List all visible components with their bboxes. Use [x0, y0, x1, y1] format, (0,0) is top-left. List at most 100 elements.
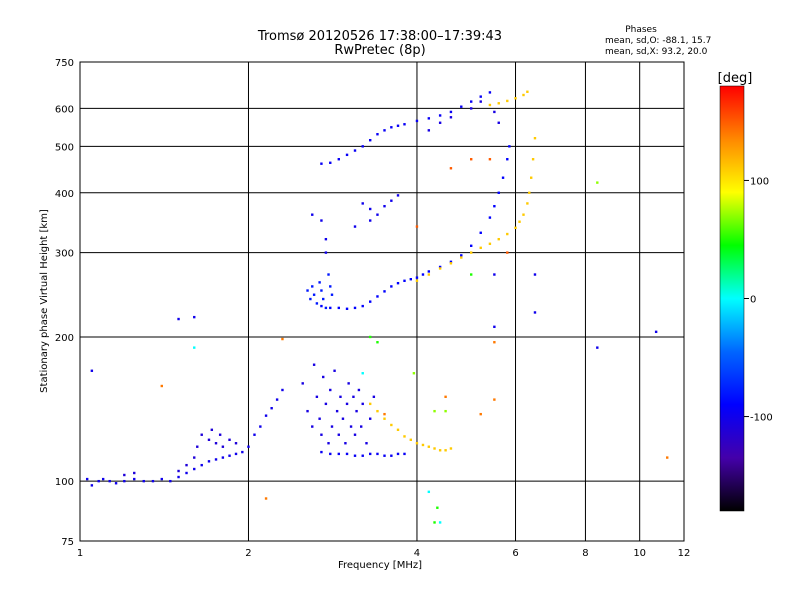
x-axis-label: Frequency [MHz] — [338, 560, 422, 571]
data-point — [90, 369, 94, 372]
y-tick-label: 750 — [55, 58, 74, 69]
data-point — [221, 445, 225, 448]
data-point — [361, 202, 364, 205]
data-point — [114, 482, 118, 485]
data-point — [514, 97, 517, 100]
y-tick-label: 100 — [55, 477, 74, 488]
data-point — [460, 105, 463, 108]
data-point — [369, 452, 372, 456]
stats-line-o: mean, sd,O: -88.1, 15.7 — [605, 36, 711, 46]
data-point — [479, 95, 482, 98]
data-point — [281, 388, 284, 392]
data-point — [438, 265, 442, 269]
data-point — [160, 477, 163, 481]
y-tick-label: 500 — [55, 142, 74, 153]
data-point — [376, 341, 379, 344]
data-point — [324, 237, 328, 241]
data-point — [526, 90, 529, 93]
data-point — [526, 202, 529, 205]
data-point — [330, 425, 334, 428]
data-point — [522, 93, 525, 97]
chart-title: Tromsø 20120526 17:38:00–17:39:43 — [257, 29, 502, 44]
data-point — [403, 452, 406, 456]
chart-subtitle: RwPretec (8p) — [334, 43, 425, 58]
data-point — [479, 412, 482, 416]
data-point — [315, 302, 319, 305]
data-point — [264, 414, 268, 417]
data-point — [412, 372, 416, 375]
data-point — [318, 417, 321, 420]
data-point — [329, 388, 332, 392]
data-point — [488, 91, 492, 94]
data-point — [196, 445, 199, 448]
data-point — [306, 289, 309, 292]
data-point — [318, 281, 321, 284]
data-point — [493, 110, 496, 114]
data-point — [383, 454, 386, 457]
data-point — [311, 213, 314, 216]
data-point — [218, 433, 222, 436]
data-point — [415, 276, 419, 279]
data-point — [355, 409, 358, 413]
data-point — [210, 428, 214, 432]
data-point — [234, 442, 238, 445]
data-point — [427, 445, 431, 448]
data-point — [247, 445, 250, 448]
data-point — [533, 136, 537, 140]
data-point — [97, 479, 100, 483]
data-point — [372, 395, 376, 399]
data-point — [361, 402, 364, 406]
data-point — [369, 402, 372, 406]
data-point — [390, 126, 393, 129]
data-point — [193, 346, 196, 349]
x-tick-label: 10 — [633, 548, 646, 559]
data-point — [506, 158, 509, 161]
data-point — [421, 443, 425, 447]
data-point — [177, 475, 180, 479]
x-tick-label: 2 — [245, 548, 251, 559]
data-point — [253, 433, 256, 436]
colorbar-ticks: 100 0 -100 — [744, 176, 773, 424]
x-tick-label: 8 — [582, 548, 588, 559]
data-point — [85, 477, 89, 481]
data-point — [169, 479, 172, 483]
data-point — [427, 117, 431, 120]
data-point — [185, 471, 188, 475]
data-point — [493, 341, 496, 344]
data-point — [449, 116, 453, 119]
data-point — [488, 216, 492, 219]
data-point — [353, 225, 357, 228]
data-point — [369, 335, 372, 339]
data-point — [396, 124, 400, 127]
data-point — [352, 395, 355, 399]
data-point — [312, 363, 316, 366]
data-point — [383, 290, 386, 293]
y-tick-label: 200 — [55, 333, 74, 344]
y-tick-label: 600 — [55, 104, 74, 115]
data-point — [444, 395, 447, 399]
data-point — [497, 237, 500, 241]
x-tick-label: 4 — [414, 548, 420, 559]
data-point — [221, 456, 225, 459]
data-point — [376, 133, 379, 136]
data-point — [433, 521, 436, 524]
data-point — [444, 449, 447, 452]
data-point — [403, 279, 406, 282]
data-point — [415, 119, 419, 123]
data-point — [436, 506, 439, 509]
data-point — [488, 158, 492, 161]
data-point — [344, 442, 347, 445]
data-point — [433, 409, 436, 413]
data-point — [470, 107, 473, 110]
data-point — [365, 442, 368, 445]
data-point — [324, 306, 328, 310]
data-point — [324, 251, 328, 254]
data-point — [315, 395, 319, 399]
data-point — [151, 479, 155, 483]
data-point — [337, 433, 340, 436]
data-point — [361, 145, 364, 148]
y-tick-label: 400 — [55, 189, 74, 200]
data-point — [493, 204, 496, 208]
data-point — [403, 123, 406, 126]
